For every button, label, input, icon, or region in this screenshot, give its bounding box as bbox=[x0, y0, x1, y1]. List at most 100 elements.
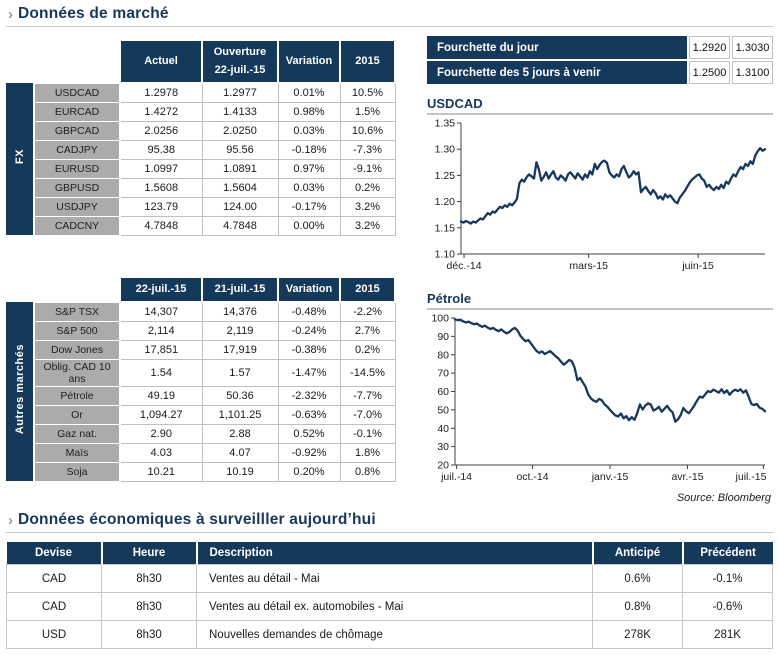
cell-2015: 0.8% bbox=[339, 461, 396, 482]
source-note: Source: Bloomberg bbox=[676, 492, 771, 504]
fx-header-blank bbox=[6, 40, 120, 83]
vertical-band-label: FX bbox=[6, 83, 35, 236]
cell-variation: -0.63% bbox=[277, 404, 341, 425]
fx-header-2015: 2015 bbox=[339, 38, 396, 85]
cell-value-1: 14,307 bbox=[119, 301, 203, 322]
markets-header-variation: Variation bbox=[277, 275, 341, 304]
markets-table-body: Autres marchés S&P TSX 14,307 14,376 -0.48% -… bbox=[6, 301, 396, 482]
markets-header-2015: 2015 bbox=[339, 275, 396, 304]
cell-value-1: 2.90 bbox=[119, 423, 203, 444]
cell-2015: 0.2% bbox=[339, 177, 396, 198]
fx-table: Actuel Ouverture 22-juil.-15 Variation 20… bbox=[6, 38, 396, 236]
table-row: Dow Jones 17,851 17,919 -0.38% 0.2% bbox=[6, 339, 396, 360]
table-row: USD 8h30 Nouvelles demandes de chômage 278K… bbox=[6, 620, 773, 649]
svg-text:80: 80 bbox=[437, 349, 449, 361]
cell-variation: 0.52% bbox=[277, 423, 341, 444]
table-row: EURUSD 1.0997 1.0891 0.97% -9.1% bbox=[6, 158, 396, 179]
row-label: USDJPY bbox=[33, 196, 121, 217]
cell-2015: 1.8% bbox=[339, 442, 396, 463]
row-label: S&P TSX bbox=[33, 301, 121, 322]
cell-variation: -0.48% bbox=[277, 301, 341, 322]
cell-variation: -0.18% bbox=[277, 139, 341, 160]
cell-variation: -0.17% bbox=[277, 196, 341, 217]
svg-text:juil.-15: juil.-15 bbox=[735, 471, 767, 483]
cell-variation: 0.20% bbox=[277, 461, 341, 482]
cell-heure: 8h30 bbox=[101, 592, 197, 621]
section-title-econ-data: › Données économiques à surveilller aujo… bbox=[6, 510, 773, 533]
chevron-icon: › bbox=[8, 5, 13, 23]
cell-value-1: 2,114 bbox=[119, 320, 203, 341]
fx-header-row: Actuel Ouverture 22-juil.-15 Variation 20… bbox=[6, 38, 396, 85]
cell-value-2: 1.2977 bbox=[201, 82, 279, 103]
cell-variation: -0.24% bbox=[277, 320, 341, 341]
cell-2015: 1.5% bbox=[339, 101, 396, 122]
markets-header-row: 22-juil.-15 21-juil.-15 Variation 2015 bbox=[6, 275, 396, 304]
petrole-chart-block: Pétrole 20 30 40 50 60 70 80 90 100 juil.-14 oct.-… bbox=[427, 291, 773, 490]
fourchette-day-low: 1.2920 bbox=[689, 36, 730, 59]
table-row: EURCAD 1.4272 1.4133 0.98% 1.5% bbox=[6, 101, 396, 122]
table-row: Or 1,094.27 1,101.25 -0.63% -7.0% bbox=[6, 404, 396, 425]
row-label: Oblig. CAD 10 ans bbox=[33, 358, 121, 387]
cell-anticipe: 0.6% bbox=[592, 564, 683, 593]
table-row: Soja 10.21 10.19 0.20% 0.8% bbox=[6, 461, 396, 482]
table-row: GBPCAD 2.0256 2.0250 0.03% 10.6% bbox=[6, 120, 396, 141]
row-label: CADJPY bbox=[33, 139, 121, 160]
table-row: GBPUSD 1.5608 1.5604 0.03% 0.2% bbox=[6, 177, 396, 198]
cell-2015: 3.2% bbox=[339, 215, 396, 236]
cell-variation: -1.47% bbox=[277, 358, 341, 387]
econ-header-row: Devise Heure Description Anticipé Précéd… bbox=[6, 542, 773, 565]
table-row: Gaz nat. 2.90 2.88 0.52% -0.1% bbox=[6, 423, 396, 444]
econ-header-devise: Devise bbox=[6, 542, 102, 565]
fourchette-5days-label: Fourchette des 5 jours à venir bbox=[427, 61, 687, 84]
cell-devise: CAD bbox=[6, 564, 102, 593]
table-row: CAD 8h30 Ventes au détail - Mai 0.6% -0.1% bbox=[6, 564, 773, 593]
svg-text:1.35: 1.35 bbox=[435, 118, 456, 130]
econ-header-description: Description bbox=[195, 542, 593, 565]
cell-2015: -7.0% bbox=[339, 404, 396, 425]
table-row: Oblig. CAD 10 ans 1.54 1.57 -1.47% -14.5% bbox=[6, 358, 396, 387]
cell-description: Ventes au détail - Mai bbox=[196, 564, 593, 593]
cell-precedent: 281K bbox=[682, 620, 773, 649]
fx-table-body: FX USDCAD 1.2978 1.2977 0.01% 10.5% EURCAD 1.42… bbox=[6, 82, 396, 236]
cell-variation: 0.03% bbox=[277, 120, 341, 141]
cell-devise: CAD bbox=[6, 592, 102, 621]
svg-text:juin-15: juin-15 bbox=[681, 260, 714, 272]
row-label: GBPUSD bbox=[33, 177, 121, 198]
cell-variation: 0.00% bbox=[277, 215, 341, 236]
fx-header-open-line2: 22-juil.-15 bbox=[214, 63, 266, 76]
svg-text:1.20: 1.20 bbox=[435, 196, 456, 208]
markets-header-col2: 21-juil.-15 bbox=[201, 275, 279, 304]
fourchette-5days-high: 1.3100 bbox=[732, 61, 773, 84]
cell-anticipe: 0.8% bbox=[592, 592, 683, 621]
svg-text:déc.-14: déc.-14 bbox=[447, 260, 482, 272]
row-label: Soja bbox=[33, 461, 121, 482]
vertical-band-label: Autres marchés bbox=[6, 302, 35, 482]
table-row: S&P 500 2,114 2,119 -0.24% 2.7% bbox=[6, 320, 396, 341]
row-label: CADCNY bbox=[33, 215, 121, 236]
svg-text:50: 50 bbox=[437, 404, 449, 416]
row-label: Maïs bbox=[33, 442, 121, 463]
cell-2015: 3.2% bbox=[339, 196, 396, 217]
fourchette-row-5days: Fourchette des 5 jours à venir 1.2500 1.… bbox=[427, 61, 773, 84]
cell-variation: 0.98% bbox=[277, 101, 341, 122]
markets-header-col1: 22-juil.-15 bbox=[119, 275, 203, 304]
svg-text:20: 20 bbox=[437, 460, 449, 472]
cell-description: Ventes au détail ex. automobiles - Mai bbox=[196, 592, 593, 621]
cell-heure: 8h30 bbox=[101, 564, 197, 593]
cell-value-1: 1,094.27 bbox=[119, 404, 203, 425]
cell-description: Nouvelles demandes de chômage bbox=[196, 620, 593, 649]
top-area: Actuel Ouverture 22-juil.-15 Variation 20… bbox=[6, 27, 773, 504]
tables-column: Actuel Ouverture 22-juil.-15 Variation 20… bbox=[6, 27, 401, 504]
cell-value-2: 4.07 bbox=[201, 442, 279, 463]
cell-devise: USD bbox=[6, 620, 102, 649]
fourchette-row-day: Fourchette du jour 1.2920 1.3030 bbox=[427, 36, 773, 59]
table-row: CADJPY 95.38 95.56 -0.18% -7.3% bbox=[6, 139, 396, 160]
svg-text:mars-15: mars-15 bbox=[569, 260, 608, 272]
svg-text:oct.-14: oct.-14 bbox=[516, 471, 548, 483]
cell-value-2: 10.19 bbox=[201, 461, 279, 482]
cell-2015: -7.7% bbox=[339, 385, 396, 406]
cell-variation: 0.01% bbox=[277, 82, 341, 103]
table-row: USDJPY 123.79 124.00 -0.17% 3.2% bbox=[6, 196, 396, 217]
usdcad-chart-block: USDCAD 1.10 1.15 1.20 1.25 1.30 1.35 déc.-14 ma… bbox=[427, 96, 773, 279]
svg-text:30: 30 bbox=[437, 441, 449, 453]
